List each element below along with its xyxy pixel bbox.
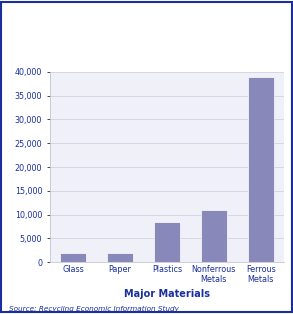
X-axis label: Major Materials: Major Materials [124, 289, 210, 299]
Bar [201, 210, 227, 262]
Bar [107, 253, 133, 262]
Bar [248, 77, 274, 262]
Text: Source: Recycling Economic Information Study: Source: Recycling Economic Information S… [9, 306, 179, 312]
Bar [154, 222, 180, 262]
Text: Ferrous materials employment dominates: Ferrous materials employment dominates [6, 34, 267, 44]
Bar [60, 253, 86, 262]
Text: Figure 6: Recycling Manufacturing Employment: Figure 6: Recycling Manufacturing Employ… [12, 9, 281, 19]
